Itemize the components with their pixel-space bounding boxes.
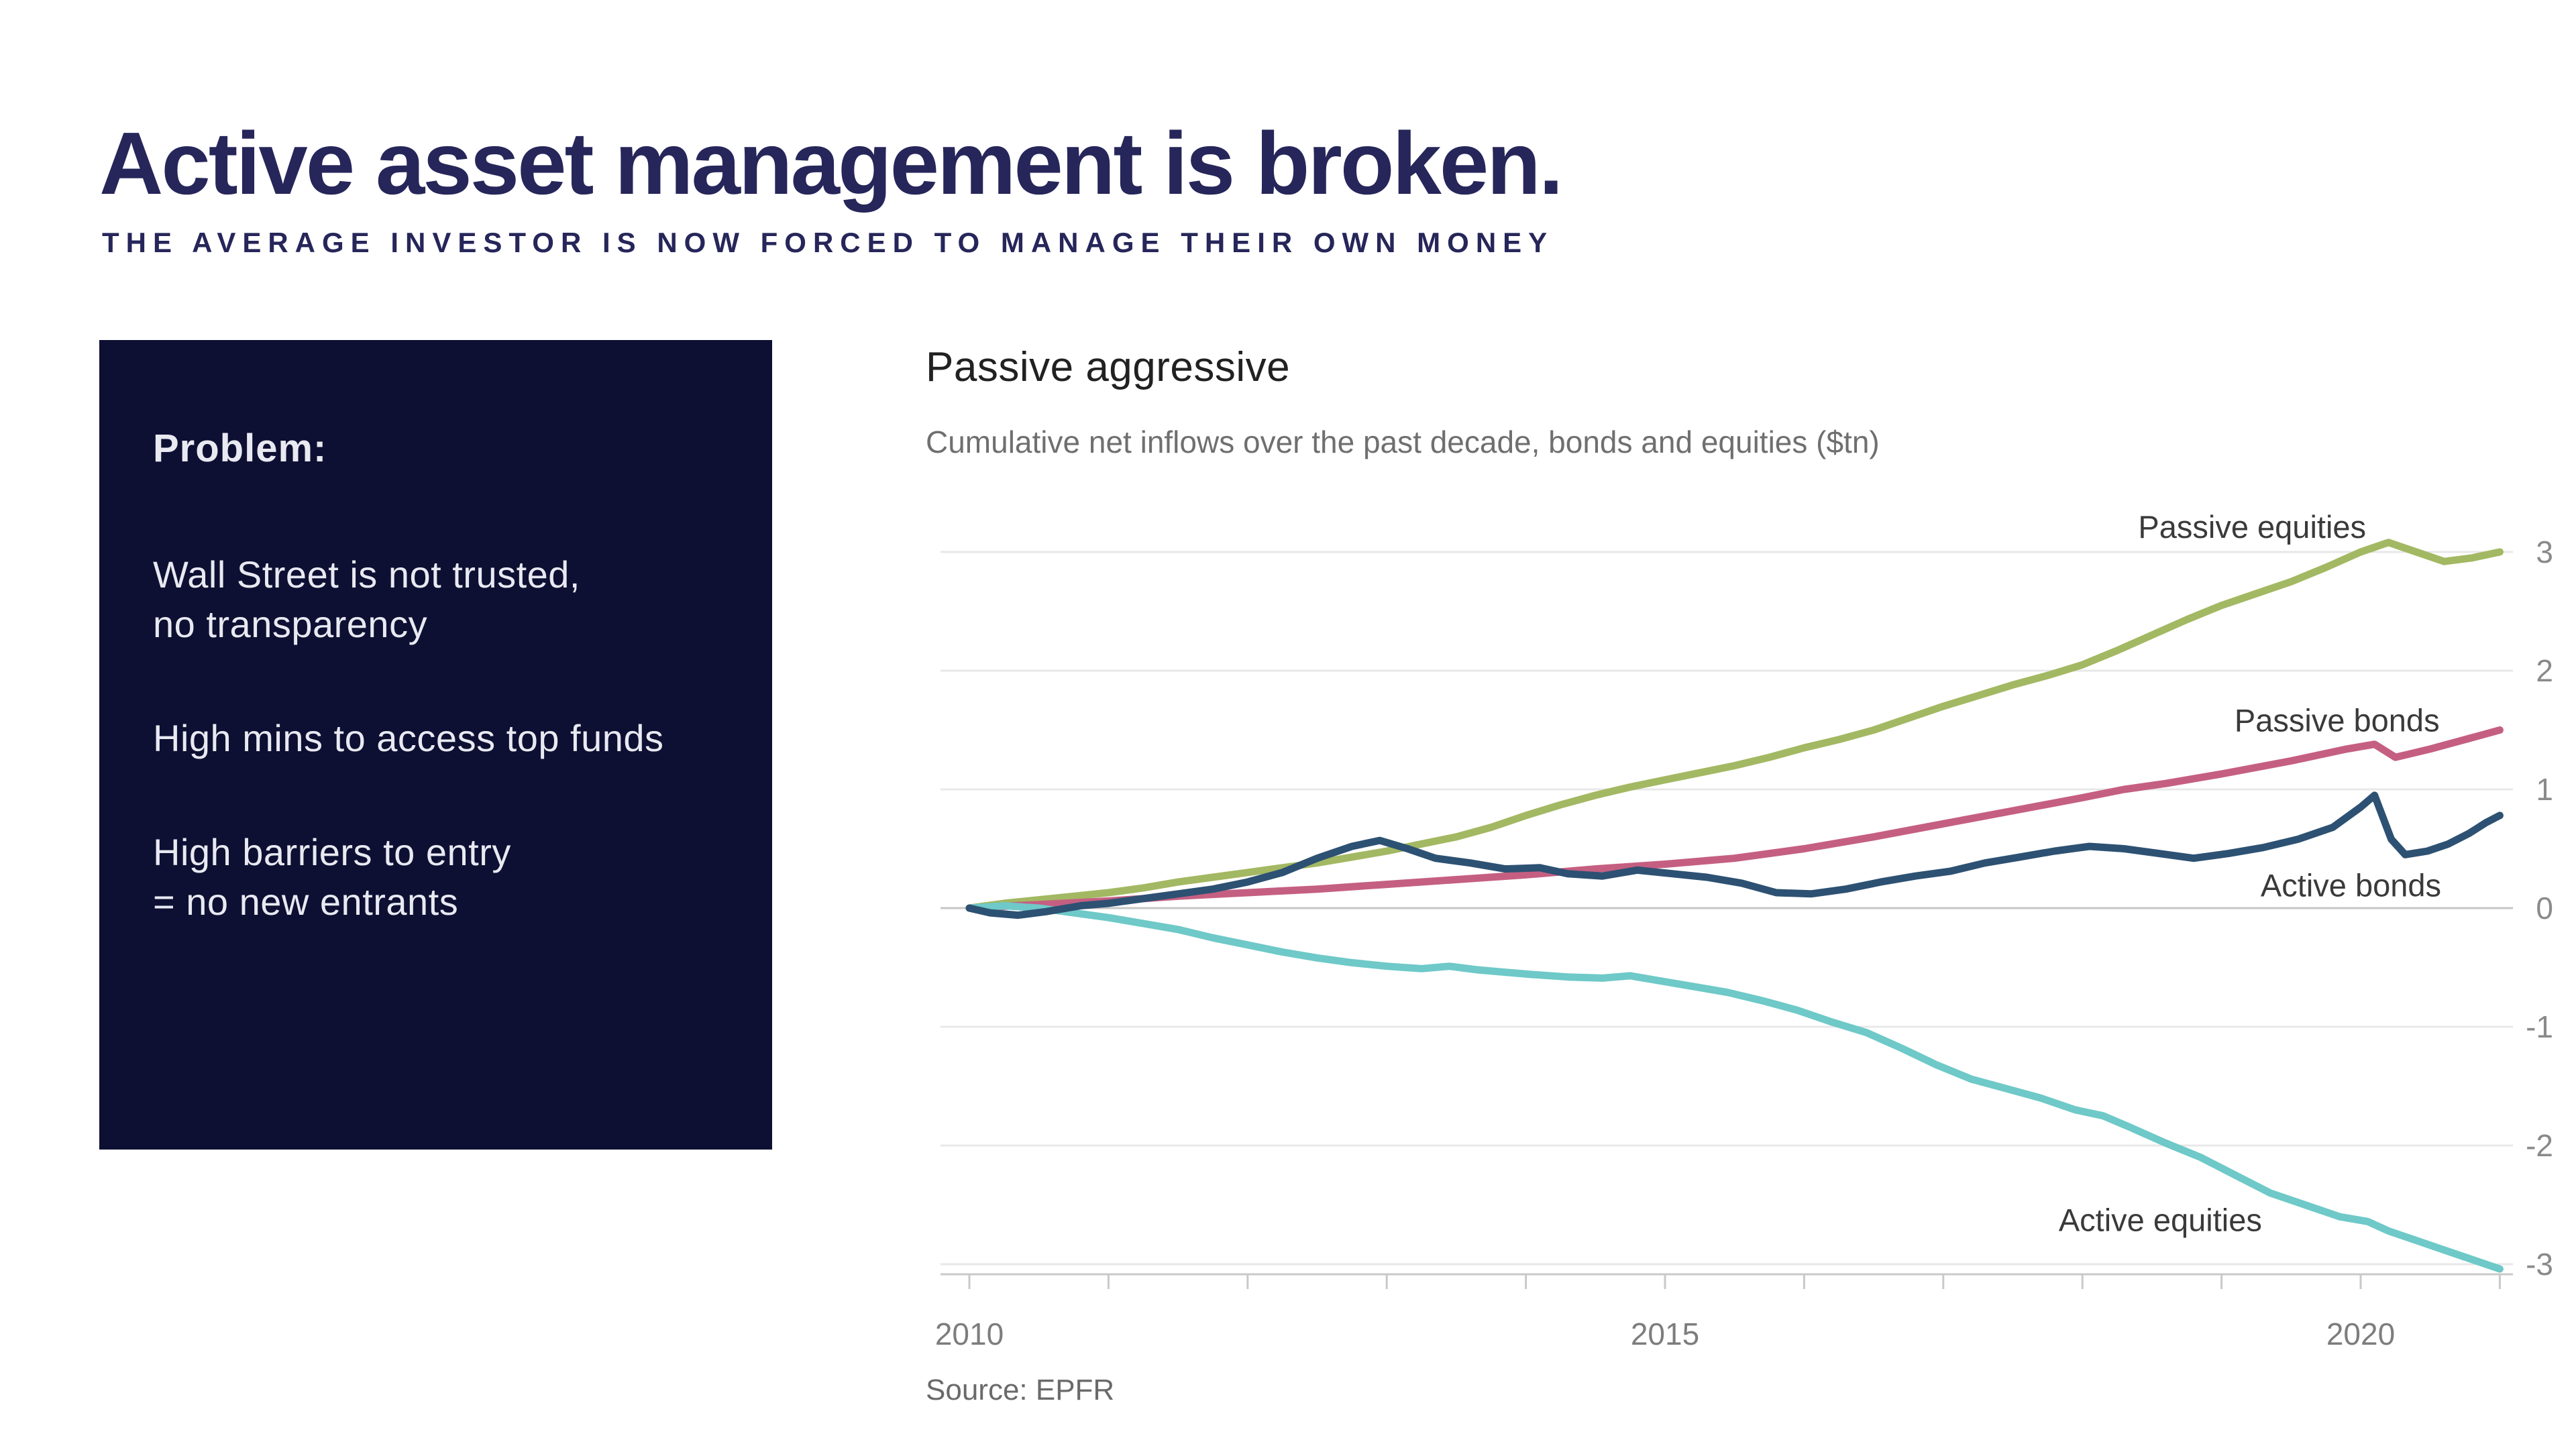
problem-items: Wall Street is not trusted, no transparen… <box>153 550 718 927</box>
y-tick-label--3: -3 <box>2526 1247 2553 1282</box>
line-active-equities <box>965 902 2504 1273</box>
series-label-passive-equities: Passive equities <box>2138 509 2366 545</box>
x-tick-label-2020: 2020 <box>2326 1317 2395 1351</box>
x-tick-label-2010: 2010 <box>935 1317 1004 1351</box>
problem-item-1: Wall Street is not trusted, no transparen… <box>153 553 580 645</box>
line-active-bonds <box>965 791 2504 919</box>
problem-box: Problem: Wall Street is not trusted, no t… <box>99 340 772 1150</box>
y-tick-label-1: 1 <box>2536 772 2553 807</box>
line-passive-bonds <box>965 726 2504 912</box>
chart-title: Passive aggressive <box>926 344 1291 390</box>
chart-subtitle: Cumulative net inflows over the past dec… <box>926 425 1880 459</box>
x-tick-label-2015: 2015 <box>1631 1317 1699 1351</box>
y-tick-label-2: 2 <box>2536 653 2553 688</box>
problem-item-3: High barriers to entry = no new entrants <box>153 830 511 923</box>
y-axis-labels: 3 2 1 0 -1 -2 -3 <box>2526 535 2553 1282</box>
series-label-active-equities: Active equities <box>2059 1203 2262 1238</box>
line-passive-equities <box>965 539 2504 912</box>
y-tick-label--2: -2 <box>2526 1128 2553 1163</box>
slide-subtitle: THE AVERAGE INVESTOR IS NOW FORCED TO MA… <box>102 227 1554 258</box>
series-label-passive-bonds: Passive bonds <box>2235 702 2440 738</box>
x-axis: 2010 2015 2020 <box>935 1273 2513 1351</box>
slide-title: Active asset management is broken. <box>99 114 1564 213</box>
y-tick-label-0: 0 <box>2536 891 2553 926</box>
chart-source: Source: EPFR <box>926 1374 1115 1406</box>
y-tick-label-3: 3 <box>2536 535 2553 569</box>
problem-item-2: High mins to access top funds <box>153 716 664 759</box>
problem-heading: Problem: <box>153 427 327 470</box>
series-label-active-bonds: Active bonds <box>2261 867 2441 903</box>
y-tick-label--1: -1 <box>2526 1009 2553 1044</box>
gridlines <box>941 551 2513 1266</box>
